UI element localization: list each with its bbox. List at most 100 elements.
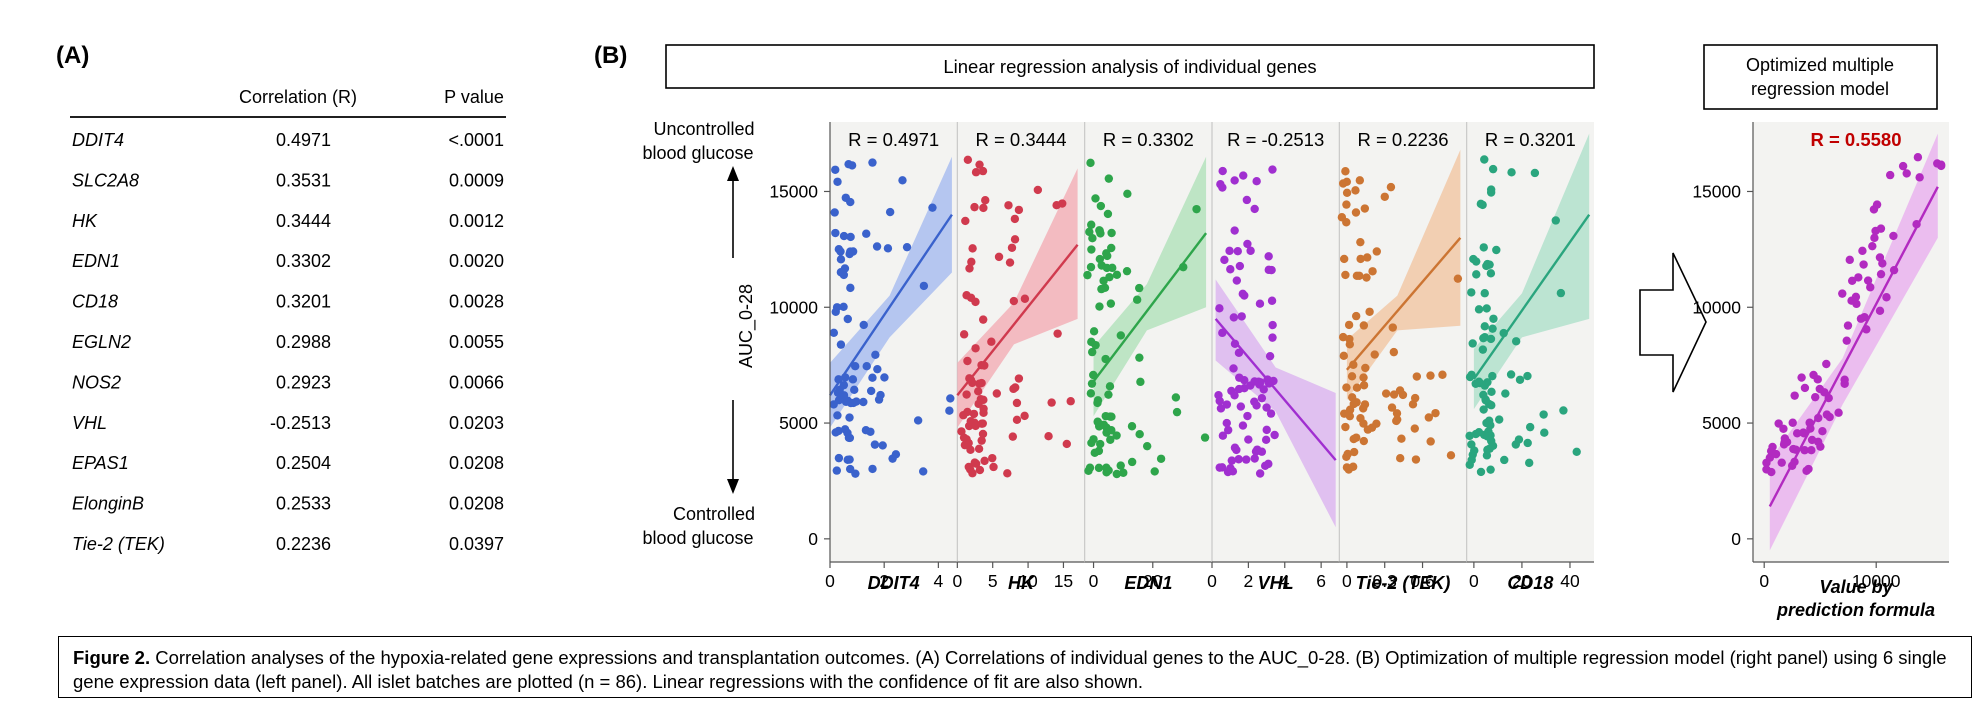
data-point [978,419,987,428]
data-point [845,413,854,422]
data-point [1250,397,1259,406]
data-point [1511,337,1521,346]
data-point [1012,398,1022,408]
data-point [1840,379,1849,389]
data-point [1341,270,1350,280]
data-point [1395,386,1405,395]
data-point [1238,289,1247,299]
data-point [1486,420,1495,430]
data-point [1486,269,1496,278]
data-point [1225,246,1234,256]
data-point [913,416,923,425]
confidence-band [1215,279,1336,528]
data-point [1119,468,1128,477]
data-point [852,397,861,406]
data-point [1227,456,1237,465]
data-point [831,228,840,238]
data-point [1253,445,1262,454]
data-point [1875,306,1885,316]
p-value: 0.0397 [449,534,504,554]
gene-name: SLC2A8 [72,170,139,190]
data-point [980,456,989,466]
data-point [1438,370,1447,379]
data-point [1834,408,1843,417]
data-point [1411,455,1421,464]
data-point [1355,271,1364,280]
data-point [1267,296,1277,305]
y-tick-label: 10000 [1692,297,1741,317]
data-point [1116,331,1126,340]
x-tick-label: 0 [1207,571,1217,591]
data-point [1523,438,1532,448]
data-point [1261,435,1271,445]
r-value-label: R = 0.3302 [1103,129,1194,150]
data-point [1365,307,1374,316]
table-row: Tie-2 (TEK) 0.2236 0.0397 [72,534,504,554]
data-point [1230,226,1239,235]
regression-line [1472,213,1591,380]
data-point [1771,449,1781,459]
data-point [1106,435,1115,444]
data-point [840,264,850,273]
data-point [975,465,985,475]
data-point [1842,336,1851,345]
data-point [1412,372,1422,381]
data-point [1122,266,1132,276]
data-point [959,433,969,442]
data-point [1047,398,1056,407]
data-point [1489,314,1498,323]
p-value: 0.0028 [449,292,504,312]
panel-a-label: (A) [56,42,89,69]
data-point [1097,284,1106,294]
data-point [968,469,977,478]
data-point [846,232,855,242]
data-point [1799,428,1808,437]
data-point [1936,161,1946,171]
data-point [1347,393,1357,402]
data-point [1341,167,1350,176]
data-point [1235,373,1244,382]
x-tick-label: 10 [1018,571,1038,591]
data-point [977,436,986,445]
data-point [1020,294,1030,303]
data-point [1802,466,1811,475]
data-point [831,428,840,437]
data-point [963,155,973,164]
data-point [1123,189,1132,198]
data-point [1099,276,1108,285]
data-point [1250,454,1259,463]
table-row: EGLN2 0.2988 0.0055 [72,332,504,352]
data-point [1876,224,1886,233]
x-tick-label: 2 [879,571,889,591]
data-point [1222,400,1232,409]
data-point [971,168,981,177]
data-point [966,445,975,455]
x-tick-label: 0.6 [1410,571,1434,591]
data-point [1507,168,1516,177]
data-point [847,161,857,170]
confidence-band [1473,133,1590,410]
multiple-model-title-line1: Optimized multiple [1746,55,1894,75]
data-point [1476,199,1486,209]
data-point [992,389,1002,398]
r-value-label: R = 0.2236 [1357,129,1448,150]
data-point [1539,410,1548,419]
data-point [1389,390,1399,399]
data-point [1136,377,1145,387]
data-point [1480,155,1489,164]
data-point [1112,431,1121,440]
data-point [1410,393,1420,403]
data-point [1351,311,1361,321]
data-point [1268,333,1277,342]
data-point [1142,441,1152,451]
data-point [1845,255,1854,265]
data-point [1480,289,1489,298]
data-point [981,196,990,205]
data-point [1866,283,1875,292]
data-point [1813,375,1822,384]
data-point [1007,243,1017,252]
data-point [1230,391,1239,400]
data-point [978,166,988,176]
